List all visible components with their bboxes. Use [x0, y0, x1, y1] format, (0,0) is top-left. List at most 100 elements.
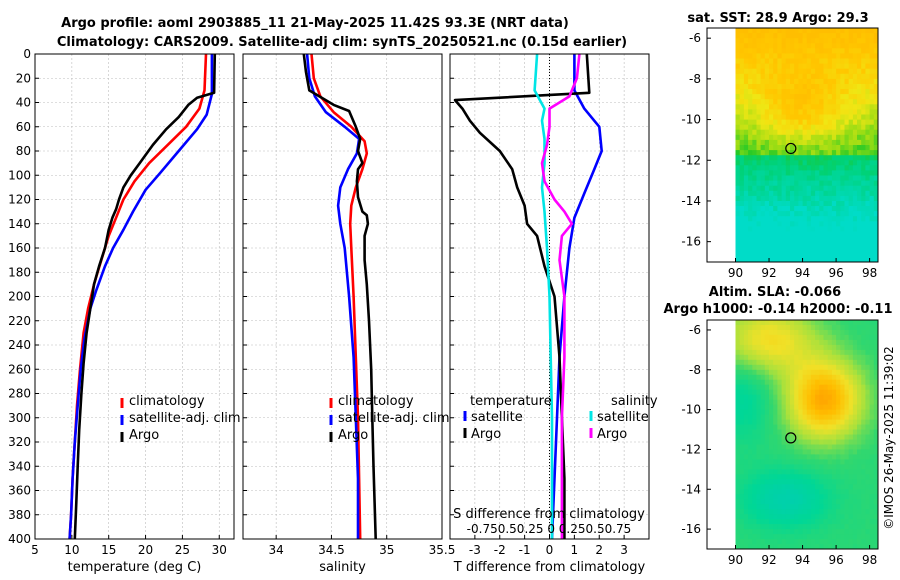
sla_map-cell [823, 494, 829, 500]
sla_map-cell [873, 389, 879, 396]
sst_map-cell [756, 206, 762, 212]
sla_map-cell [794, 534, 799, 540]
sla_map-cell [840, 519, 845, 525]
sla_map-cell [819, 454, 824, 460]
sla_map-cell [844, 449, 850, 455]
sst_map-cell [739, 195, 745, 202]
sst_map-cell [781, 124, 787, 131]
sla_map-cell [769, 394, 774, 401]
sla_map-cell [831, 439, 837, 445]
sla_map-cell [815, 439, 820, 445]
sst_map-cell [852, 84, 858, 90]
sst_map-cell [815, 84, 820, 90]
sla_map-cell [831, 464, 837, 470]
sla_map-cell [752, 514, 757, 520]
sst_map-cell [869, 206, 875, 212]
sst_map-cell [764, 165, 770, 171]
temp-ytick-label: 340 [8, 459, 31, 473]
sla_map-cell [748, 369, 753, 376]
sst_map-cell [790, 201, 795, 207]
sla_map-cell [861, 359, 866, 366]
sst_map-cell [852, 170, 858, 176]
sst_map-cell [752, 63, 757, 70]
sst_map-cell [752, 134, 757, 141]
sst_map-cell [794, 119, 799, 126]
sst_map-cell [831, 134, 837, 141]
sst_map-cell [756, 211, 762, 217]
sst_map-cell [815, 94, 820, 100]
sla_map-cell [836, 534, 841, 540]
sst_map-cell [760, 78, 766, 85]
sla_map-cell [869, 529, 875, 535]
sst_map-cell [785, 58, 791, 65]
sst_map-cell [806, 251, 812, 258]
sst_map-cell [790, 43, 795, 49]
sst_map-cell [861, 38, 866, 44]
sst_map-cell [827, 63, 833, 70]
sla_map-cell [802, 354, 808, 361]
sst_map-cell [823, 226, 829, 232]
sla_map-cell [844, 424, 850, 430]
sla_map-cell [873, 504, 879, 510]
sst_map-cell [806, 170, 812, 176]
sst_map-cell [819, 180, 824, 187]
sla_map-cell [790, 449, 795, 455]
sst_map-cell [819, 58, 824, 65]
sst_map-cell [861, 216, 866, 222]
sla_map-cell [752, 389, 757, 396]
sla_map-cell [794, 325, 799, 331]
sst_map-cell [802, 33, 808, 39]
sla_map-cell [815, 484, 820, 490]
sla_map-cell [781, 379, 787, 386]
sst_map-cell [756, 175, 762, 182]
sst_map-cell [869, 165, 875, 171]
sst_map-cell [773, 38, 778, 44]
temp-ytick-label: 100 [8, 168, 31, 182]
sla_map-cell [873, 334, 879, 341]
sst_map-cell [852, 124, 858, 131]
sst_map-cell [798, 84, 804, 90]
sst_map-cell [873, 119, 879, 126]
sst_map-cell [802, 150, 808, 156]
sla_map-cell [769, 454, 774, 460]
sst_map-cell [794, 221, 799, 227]
sst_map-cell [798, 124, 804, 131]
sst_map-cell [865, 195, 871, 202]
sla_map-cell [815, 384, 820, 391]
sla_map-cell [857, 404, 862, 411]
sla_map-cell [756, 399, 762, 406]
sla_map-cell [840, 509, 845, 515]
sla_map-cell [760, 434, 766, 440]
sla_map-cell [790, 524, 795, 530]
sst_map-cell [790, 84, 795, 90]
sla_map-cell [785, 539, 791, 545]
sst_map-cell [865, 99, 871, 105]
sst_map-cell [873, 236, 879, 243]
sla_map-cell [819, 484, 824, 490]
sst_map-cell [848, 94, 854, 100]
sst_map-cell [815, 63, 820, 70]
sst_map-cell [857, 201, 862, 207]
sst_map-cell [815, 246, 820, 253]
sla_map-cell [781, 330, 787, 336]
sla_map-cell [836, 499, 841, 505]
sla_map-cell [760, 534, 766, 540]
sla_map-cell [739, 409, 745, 416]
sla_map-cell [865, 439, 871, 445]
sst_map-cell [794, 114, 799, 121]
sla_map-cell [823, 449, 829, 455]
sst_map-cell [748, 246, 753, 253]
sst_map-cell [794, 134, 799, 141]
sla_map-cell [865, 330, 871, 336]
sst_map-cell [852, 206, 858, 212]
sst_map-cell [810, 236, 816, 243]
sst_map-cell [743, 201, 749, 207]
sla_map-cell [831, 524, 837, 530]
sst_map-cell [831, 53, 837, 59]
sst_map-ytick-label: -14 [681, 194, 701, 208]
sla_map-cell [781, 369, 787, 376]
sst_map-cell [760, 139, 766, 146]
sla_map-frame [706, 319, 879, 550]
sla_map-ytick-label: -8 [689, 363, 701, 377]
sla_map-cell [790, 479, 795, 485]
